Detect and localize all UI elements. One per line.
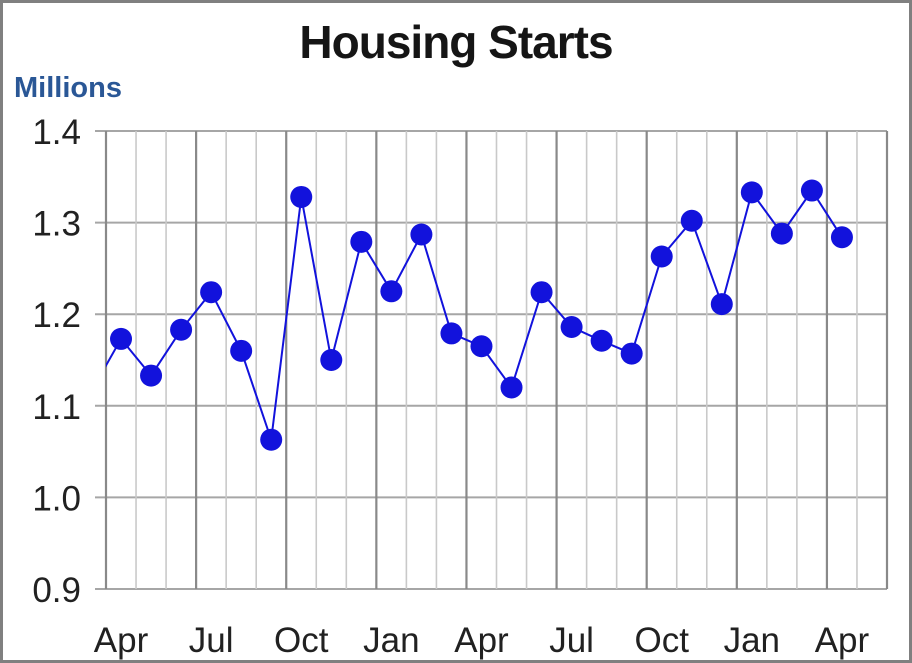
- data-point: [650, 245, 673, 268]
- data-point: [290, 185, 313, 208]
- x-tick-label: Apr: [454, 621, 509, 660]
- x-tick-label: Apr: [94, 621, 149, 660]
- y-tick-label: 1.1: [32, 388, 81, 427]
- data-point: [260, 428, 283, 451]
- data-point: [440, 322, 463, 345]
- y-tick-label: 1.4: [32, 113, 81, 152]
- data-point: [170, 318, 193, 341]
- x-tick-label: Oct: [634, 621, 689, 660]
- x-tick-label: Jan: [363, 621, 419, 660]
- x-tick-label: Oct: [274, 621, 329, 660]
- data-point: [800, 179, 823, 202]
- data-point: [380, 280, 403, 303]
- data-point: [410, 223, 433, 246]
- data-point: [740, 181, 763, 204]
- y-tick-label: 1.3: [32, 205, 81, 244]
- x-tick-label: Jul: [549, 621, 594, 660]
- data-point: [590, 329, 613, 352]
- data-point: [230, 339, 253, 362]
- chart-title: Housing Starts: [299, 16, 613, 68]
- x-tick-label: Jan: [724, 621, 780, 660]
- data-point: [530, 281, 553, 304]
- data-point: [350, 230, 373, 253]
- y-axis-title: Millions: [14, 72, 122, 104]
- data-point: [620, 342, 643, 365]
- y-tick-label: 1.0: [32, 479, 81, 518]
- data-point: [680, 209, 703, 232]
- data-point: [560, 316, 583, 339]
- data-point: [470, 335, 493, 358]
- y-tick-label: 1.2: [32, 296, 81, 335]
- data-point: [200, 281, 223, 304]
- data-point: [500, 376, 523, 399]
- data-point: [110, 327, 133, 350]
- y-tick-label: 0.9: [32, 571, 81, 610]
- data-point: [140, 364, 163, 387]
- data-point: [710, 293, 733, 316]
- data-point: [320, 349, 343, 371]
- plot-area: 1.4 1.3 1.2 1.1 1.0 0.9 Apr Jul Oct Jan Apr Jul Oct J…: [32, 113, 889, 660]
- x-tick-label: Apr: [815, 621, 870, 660]
- data-point: [830, 226, 853, 249]
- data-point: [770, 222, 793, 245]
- x-tick-label: Jul: [189, 621, 234, 660]
